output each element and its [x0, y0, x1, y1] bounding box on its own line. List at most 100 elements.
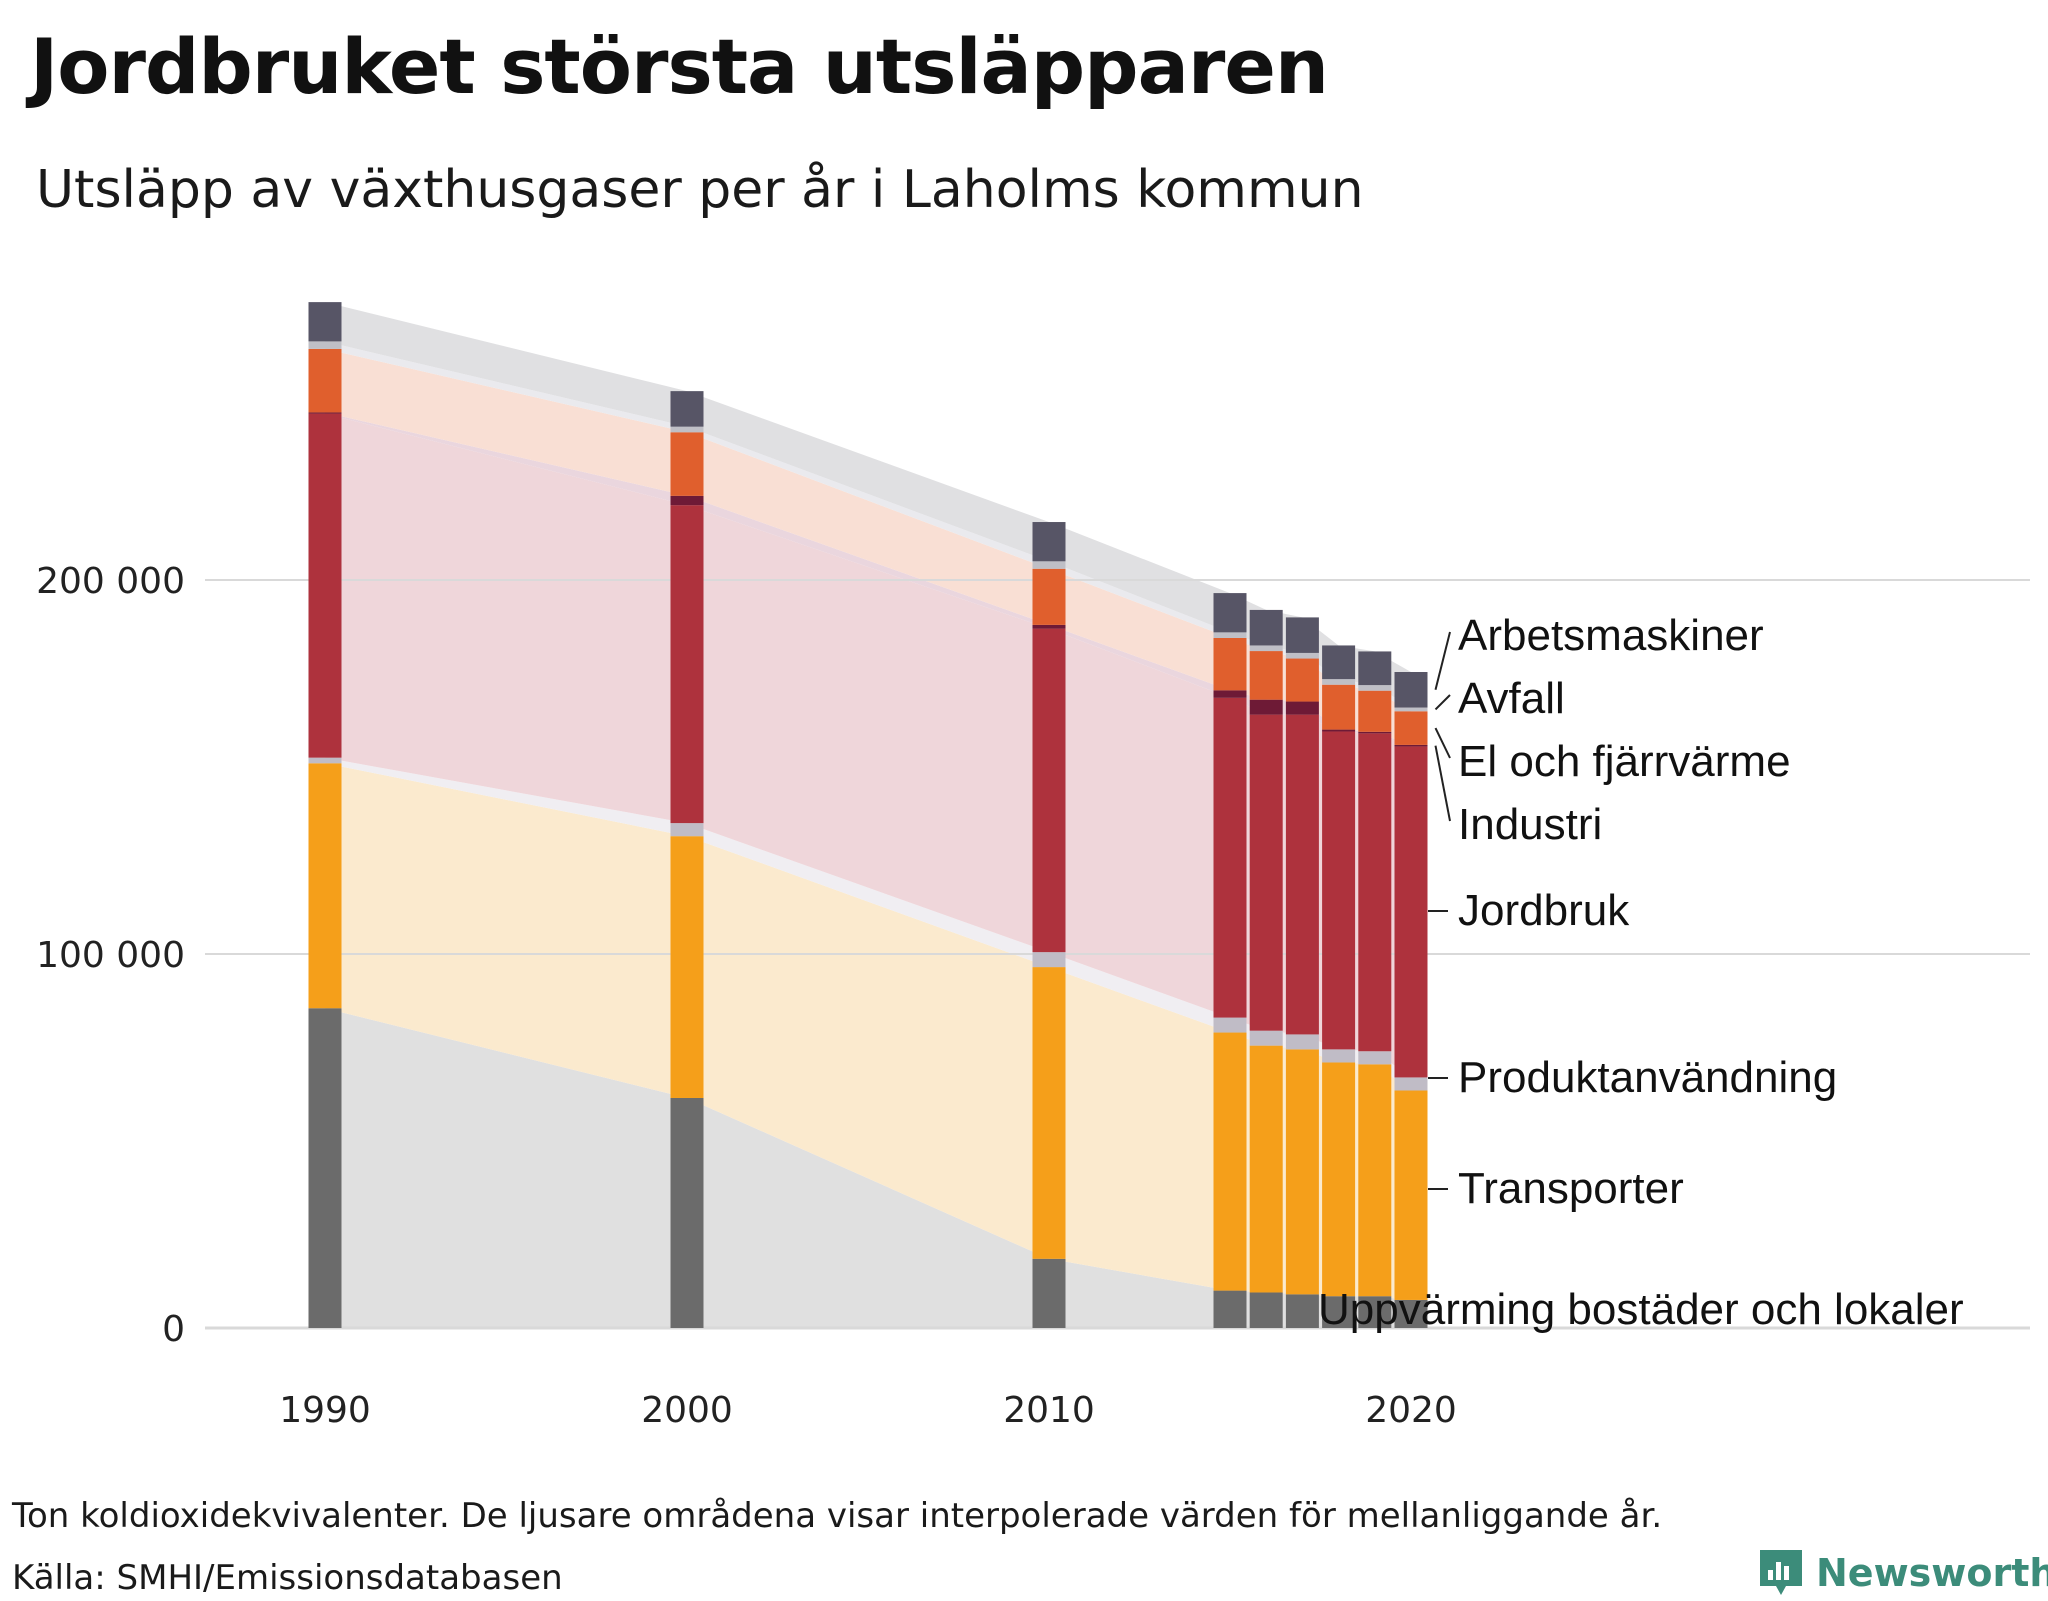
bar-2019-transporter[interactable] [1358, 1064, 1392, 1297]
bar-2010-transporter[interactable] [1032, 967, 1066, 1259]
bar-2019-arbetsmaskiner[interactable] [1358, 651, 1392, 686]
bar-2016-avfall[interactable] [1249, 645, 1283, 652]
bar-2015-avfall[interactable] [1213, 632, 1247, 638]
bar-2018-arbetsmaskiner[interactable] [1322, 645, 1356, 680]
newsworthy-logo[interactable]: Newsworthy [1758, 1545, 2048, 1601]
bar-2016-jordbruk[interactable] [1249, 714, 1283, 1031]
bar-2016-uppvarming-bostader-och-lokaler[interactable] [1249, 1292, 1283, 1328]
bar-2016-industri[interactable] [1249, 699, 1283, 715]
series-label-industri: Industri [1458, 800, 1602, 849]
y-axis-ticks: 0 100 000 200 000 [36, 561, 185, 1350]
y-tick-label: 100 000 [36, 935, 185, 976]
bar-1990-jordbruk[interactable] [308, 413, 342, 758]
bar-2000-transporter[interactable] [670, 836, 704, 1098]
x-tick-label: 2010 [1003, 1390, 1095, 1431]
brand-name: Newsworthy [1816, 1551, 2048, 1595]
bar-2018-produktanvandning[interactable] [1322, 1049, 1356, 1063]
bar-chart-icon [1760, 1550, 1802, 1595]
chart-title: Jordbruket största utsläpparen [30, 22, 1329, 111]
bar-2000-industri[interactable] [670, 495, 704, 506]
bars [308, 302, 1428, 1328]
bar-2017-transporter[interactable] [1285, 1049, 1319, 1295]
bar-2018-avfall[interactable] [1322, 679, 1356, 685]
bar-1990-avfall[interactable] [308, 341, 342, 349]
bar-2000-uppvarming-bostader-och-lokaler[interactable] [670, 1097, 704, 1328]
bar-1990-transporter[interactable] [308, 763, 342, 1009]
bar-2010-uppvarming-bostader-och-lokaler[interactable] [1032, 1258, 1066, 1328]
bar-2017-uppvarming-bostader-och-lokaler[interactable] [1285, 1294, 1319, 1328]
leader-line [1434, 727, 1451, 759]
bar-2000-el-och-fjarrvarme[interactable] [670, 432, 704, 496]
bar-2010-arbetsmaskiner[interactable] [1032, 522, 1066, 562]
bar-2019-uppvarming-bostader-och-lokaler[interactable] [1358, 1296, 1392, 1328]
bar-2020-arbetsmaskiner[interactable] [1394, 672, 1428, 708]
bar-2017-avfall[interactable] [1285, 652, 1319, 659]
leader-line [1434, 631, 1451, 691]
bar-2016-el-och-fjarrvarme[interactable] [1249, 651, 1283, 700]
bar-1990-el-och-fjarrvarme[interactable] [308, 348, 342, 413]
bar-2018-uppvarming-bostader-och-lokaler[interactable] [1322, 1296, 1356, 1328]
bar-2016-arbetsmaskiner[interactable] [1249, 609, 1283, 646]
series-label-avfall: Avfall [1458, 674, 1565, 723]
bar-2019-avfall[interactable] [1358, 685, 1392, 691]
bar-2015-transporter[interactable] [1213, 1032, 1247, 1291]
bar-2000-jordbruk[interactable] [670, 505, 704, 824]
y-tick-label: 0 [162, 1309, 185, 1350]
series-label-produktanvandning: Produktanvändning [1458, 1053, 1837, 1102]
x-tick-label: 1990 [279, 1390, 371, 1431]
bar-2017-industri[interactable] [1285, 701, 1319, 715]
stacked-bar-chart: 0 100 000 200 000 1990 2000 2010 2020 Uppvärm… [36, 302, 2030, 1431]
bar-2015-industri[interactable] [1213, 690, 1247, 698]
bar-2018-el-och-fjarrvarme[interactable] [1322, 684, 1356, 730]
series-label-arbetsmaskiner: Arbetsmaskiner [1458, 611, 1764, 660]
bar-1990-industri[interactable] [308, 412, 342, 414]
bar-2016-transporter[interactable] [1249, 1045, 1283, 1293]
gridlines [205, 579, 2030, 1330]
bar-2017-arbetsmaskiner[interactable] [1285, 617, 1319, 653]
bar-2020-el-och-fjarrvarme[interactable] [1394, 711, 1428, 745]
bar-2017-produktanvandning[interactable] [1285, 1034, 1319, 1050]
bar-2019-industri[interactable] [1358, 731, 1392, 734]
bar-2018-transporter[interactable] [1322, 1062, 1356, 1297]
bar-2019-jordbruk[interactable] [1358, 733, 1392, 1052]
bar-2020-transporter[interactable] [1394, 1090, 1428, 1300]
bar-2015-jordbruk[interactable] [1213, 697, 1247, 1018]
area-arbetsmaskiner [325, 302, 1411, 708]
series-label-el-och-fjarrvarme: El och fjärrvärme [1458, 737, 1791, 786]
series-label-uppvarming-bostader-och-lokaler: Uppvärming bostäder och lokaler [1318, 1285, 1964, 1334]
bar-2017-el-och-fjarrvarme[interactable] [1285, 658, 1319, 702]
bar-2020-industri[interactable] [1394, 744, 1428, 747]
area-transporter [325, 763, 1411, 1300]
bar-2015-el-och-fjarrvarme[interactable] [1213, 637, 1247, 691]
bar-2010-el-och-fjarrvarme[interactable] [1032, 568, 1066, 625]
bar-1990-uppvarming-bostader-och-lokaler[interactable] [308, 1008, 342, 1328]
interpolated-areas [325, 302, 1411, 1328]
bar-2018-jordbruk[interactable] [1322, 731, 1356, 1050]
bar-2018-industri[interactable] [1322, 729, 1356, 732]
bar-2000-arbetsmaskiner[interactable] [670, 391, 704, 427]
bar-2020-avfall[interactable] [1394, 707, 1428, 712]
bar-2020-produktanvandning[interactable] [1394, 1077, 1428, 1091]
bar-2020-jordbruk[interactable] [1394, 746, 1428, 1078]
bar-2010-industri[interactable] [1032, 624, 1066, 629]
bar-2010-produktanvandning[interactable] [1032, 952, 1066, 968]
bar-2010-jordbruk[interactable] [1032, 628, 1066, 953]
series-label-jordbruk: Jordbruk [1458, 886, 1630, 935]
chart-subtitle: Utsläpp av växthusgaser per år i Laholms… [36, 160, 1364, 220]
bar-2019-produktanvandning[interactable] [1358, 1051, 1392, 1065]
bar-2016-produktanvandning[interactable] [1249, 1030, 1283, 1046]
bar-2015-uppvarming-bostader-och-lokaler[interactable] [1213, 1290, 1247, 1328]
bar-2017-jordbruk[interactable] [1285, 714, 1319, 1035]
bar-1990-produktanvandning[interactable] [308, 757, 342, 764]
leader-line [1434, 694, 1451, 711]
bar-2010-avfall[interactable] [1032, 561, 1066, 569]
area-industri [325, 412, 1411, 747]
bar-2015-arbetsmaskiner[interactable] [1213, 593, 1247, 633]
bar-2015-produktanvandning[interactable] [1213, 1017, 1247, 1033]
bar-2000-produktanvandning[interactable] [670, 823, 704, 837]
bar-2020-uppvarming-bostader-och-lokaler[interactable] [1394, 1299, 1428, 1328]
bar-2000-avfall[interactable] [670, 426, 704, 433]
bar-1990-arbetsmaskiner[interactable] [308, 302, 342, 342]
bar-2019-el-och-fjarrvarme[interactable] [1358, 690, 1392, 732]
y-tick-label: 200 000 [36, 561, 185, 602]
